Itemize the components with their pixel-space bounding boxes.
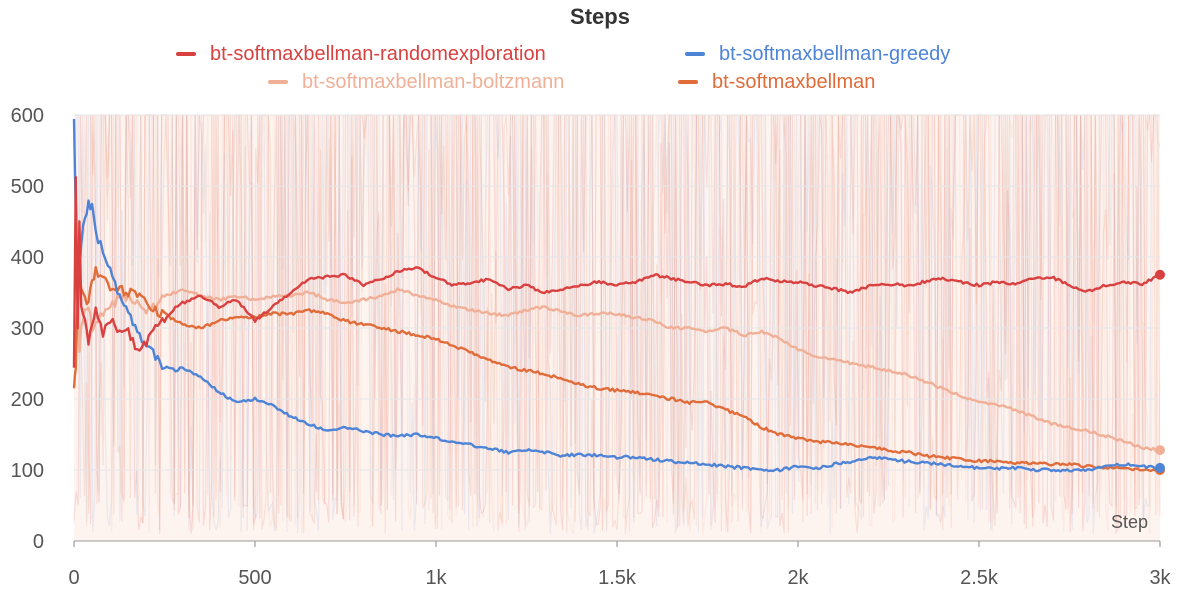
series-endpoint-bt-softmaxbellman-boltzmann xyxy=(1155,445,1165,456)
x-axis-label: Step xyxy=(1111,512,1148,532)
series-endpoint-bt-softmaxbellman-randomexploration xyxy=(1155,269,1165,280)
y-tick-label: 500 xyxy=(11,176,44,198)
legend-label: bt-softmaxbellman-boltzmann xyxy=(302,71,564,93)
x-tick-label: 1.5k xyxy=(598,567,637,589)
series-line-bt-softmaxbellman-randomexploration xyxy=(72,176,1161,368)
legend-label: bt-softmaxbellman-greedy xyxy=(719,43,950,65)
y-tick-label: 0 xyxy=(33,531,44,553)
series-line-bt-softmaxbellman-boltzmann xyxy=(73,287,1161,452)
series-line-bt-softmaxbellman xyxy=(72,266,1161,473)
series-lines xyxy=(72,118,1165,475)
chart-title: Steps xyxy=(570,4,630,29)
y-tick-label: 600 xyxy=(11,105,44,127)
legend-label: bt-softmaxbellman-randomexploration xyxy=(210,43,546,65)
x-tick-label: 2.5k xyxy=(960,567,999,589)
y-tick-label: 300 xyxy=(11,318,44,340)
axes: 0 100 200 300 400 500 600 0 500 1k 1.5k 2k 2.5k 3k xyxy=(11,105,1172,589)
y-tick-label: 100 xyxy=(11,460,44,482)
series-line-bt-softmaxbellman-greedy xyxy=(72,118,1161,473)
series-endpoint-bt-softmaxbellman-greedy xyxy=(1155,462,1165,473)
y-tick-label: 200 xyxy=(11,389,44,411)
legend: bt-softmaxbellman-randomexploration bt-so… xyxy=(176,43,950,93)
legend-label: bt-softmaxbellman xyxy=(712,71,875,93)
x-tick-label: 2k xyxy=(787,567,809,589)
y-tick-label: 400 xyxy=(11,247,44,269)
x-tick-label: 500 xyxy=(238,567,271,589)
x-tick-label: 0 xyxy=(68,567,79,589)
x-tick-label: 3k xyxy=(1149,567,1171,589)
x-tick-label: 1k xyxy=(425,567,447,589)
noise-bt-softmaxbellman-boltzmann xyxy=(74,114,1161,534)
